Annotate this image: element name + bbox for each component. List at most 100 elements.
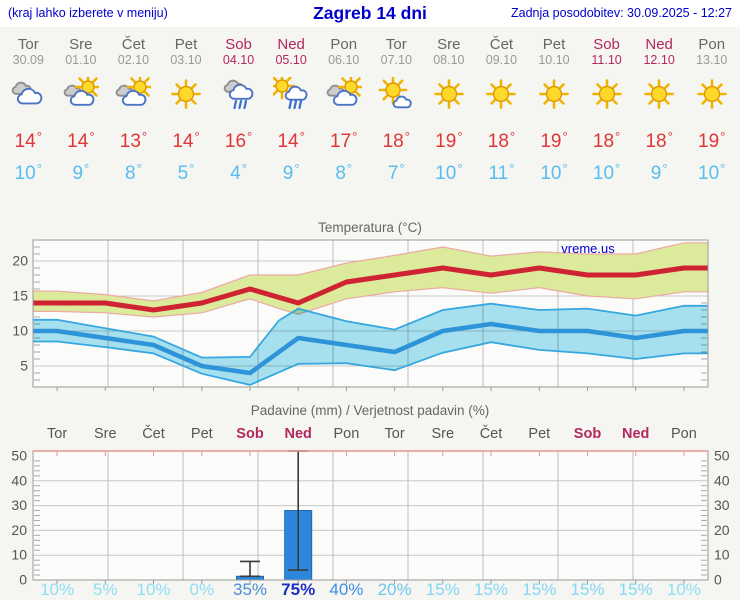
- day-label: Čet: [142, 425, 165, 442]
- min-temperature: 10°: [540, 161, 568, 184]
- degree-symbol: °: [562, 129, 568, 144]
- day-date: 08.10: [433, 53, 465, 67]
- degree-symbol: °: [84, 161, 90, 176]
- precip-probability: 5%: [93, 580, 118, 599]
- min-temperature: 7°: [387, 161, 405, 184]
- precip-probability: 75%: [281, 580, 315, 599]
- degree-symbol: °: [189, 161, 195, 176]
- minor-ticks: [34, 451, 707, 584]
- precip-probability: 10%: [667, 580, 701, 599]
- day-label: Sre: [432, 426, 455, 442]
- min-temperature: 8°: [335, 161, 353, 184]
- svg-text:40: 40: [714, 472, 730, 488]
- day-column: Pet 10.10 19° 10°: [528, 36, 581, 187]
- day-label: Čet: [480, 425, 503, 442]
- svg-text:5: 5: [20, 358, 28, 374]
- day-label: Pet: [528, 426, 550, 442]
- day-name: Sob: [593, 36, 620, 53]
- degree-symbol: °: [509, 161, 515, 176]
- degree-symbol: °: [299, 129, 305, 144]
- temperature-chart-title: Temperatura (°C): [318, 220, 422, 235]
- day-label: Sob: [574, 426, 602, 442]
- precip-probability: 20%: [378, 580, 412, 599]
- precipitation-chart: 0 0 10 10 20 20 30 30 40 40 50 50 Padavine (mm) / Ve…: [0, 400, 740, 600]
- day-name: Čet: [121, 36, 146, 53]
- weather-icon-rain: [223, 79, 253, 110]
- page-header: (kraj lahko izberete v meniju) Zagreb 14…: [0, 0, 740, 27]
- degree-symbol: °: [36, 161, 42, 176]
- min-temperature: 8°: [125, 161, 142, 184]
- day-label: Ned: [622, 426, 649, 442]
- day-column: Tor 30.09 14° 10°: [2, 36, 55, 187]
- day-date: 06.10: [328, 53, 360, 67]
- day-label: Pet: [191, 426, 213, 442]
- day-labels: Tor Sre Čet Pet Sob Ned Pon Tor Sre Čet Pet Sob Ned P…: [47, 425, 697, 442]
- weather-icon-sun-small-cloud: [378, 77, 413, 109]
- probability-labels: 10% 5% 10% 0% 35% 75% 40% 20% 15% 15% 15% 15% 15% 10%: [40, 580, 701, 599]
- day-date: 13.10: [696, 53, 728, 67]
- plot-border: [32, 239, 709, 388]
- degree-symbol: °: [509, 129, 516, 144]
- svg-text:0: 0: [19, 572, 27, 588]
- day-date: 02.10: [117, 53, 150, 67]
- page-title: Zagreb 14 dni: [313, 3, 427, 23]
- max-temperature: 18°: [645, 129, 673, 152]
- degree-symbol: °: [615, 161, 621, 176]
- day-label: Sob: [236, 426, 264, 442]
- precip-probability: 10%: [40, 580, 74, 599]
- day-name: Sre: [437, 36, 461, 53]
- day-label: Ned: [284, 426, 311, 442]
- degree-symbol: °: [136, 161, 142, 176]
- day-date: 04.10: [222, 53, 255, 67]
- min-temperature: 5°: [177, 161, 195, 184]
- svg-text:20: 20: [12, 253, 28, 269]
- weather-icon-sunny: [539, 79, 569, 109]
- day-column: Sob 04.10 16° 4°: [212, 36, 265, 187]
- location-menu-hint: (kraj lahko izberete v meniju): [8, 6, 168, 20]
- day-date: 30.09: [12, 53, 44, 67]
- svg-text:50: 50: [11, 448, 27, 464]
- max-temperature: 16°: [224, 129, 253, 152]
- weather-icon-sunny: [696, 79, 727, 109]
- degree-symbol: °: [662, 161, 668, 176]
- precipitation-whisker: [240, 560, 260, 578]
- weather-icon-sunny: [591, 79, 622, 109]
- min-temperature: 11°: [488, 161, 515, 184]
- max-temperature: 18°: [592, 129, 621, 152]
- day-name: Ned: [645, 36, 673, 53]
- day-column: Pon 13.10 19° 10°: [685, 36, 738, 187]
- day-column: Čet 09.10 18° 11°: [475, 36, 528, 187]
- day-name: Pon: [698, 36, 726, 53]
- degree-symbol: °: [346, 161, 353, 176]
- max-temperature: 14°: [67, 129, 95, 152]
- watermark: vreme.us: [561, 241, 615, 256]
- day-column: Sob 11.10 18° 10°: [580, 36, 633, 187]
- max-temperature: 13°: [119, 129, 148, 152]
- y-axis-labels: 0 0 10 10 20 20 30 30 40 40 50 50: [11, 448, 729, 588]
- precipitation-chart-title: Padavine (mm) / Verjetnost padavin (%): [251, 403, 490, 418]
- day-name: Čet: [489, 36, 514, 53]
- day-date: 03.10: [170, 53, 202, 67]
- svg-text:20: 20: [11, 522, 27, 538]
- precip-probability: 35%: [233, 580, 267, 599]
- weather-icon-sunny: [434, 79, 464, 109]
- y-axis-labels: 5 10 15 20: [12, 253, 28, 374]
- precip-probability: 15%: [522, 580, 556, 599]
- precip-probability: 15%: [619, 580, 653, 599]
- day-name: Ned: [277, 36, 305, 53]
- degree-symbol: °: [615, 129, 621, 144]
- day-column: Sre 01.10 14° 9°: [55, 36, 108, 187]
- day-column: Tor 07.10 18° 7°: [370, 36, 423, 187]
- min-temperature: 4°: [230, 161, 247, 184]
- precipitation-chart-svg: 0 0 10 10 20 20 30 30 40 40 50 50 Padavine (mm) / Ve…: [11, 403, 729, 599]
- max-temperature: 18°: [382, 129, 410, 152]
- weather-icon-sun-rain: [273, 77, 308, 110]
- max-temperature: 19°: [435, 129, 463, 152]
- day-label: Sre: [94, 426, 117, 442]
- day-column: Pon 06.10 17° 8°: [317, 36, 370, 187]
- max-temperature: 19°: [698, 129, 726, 152]
- day-date: 09.10: [485, 53, 518, 67]
- degree-symbol: °: [457, 129, 463, 144]
- day-label: Pon: [333, 426, 359, 442]
